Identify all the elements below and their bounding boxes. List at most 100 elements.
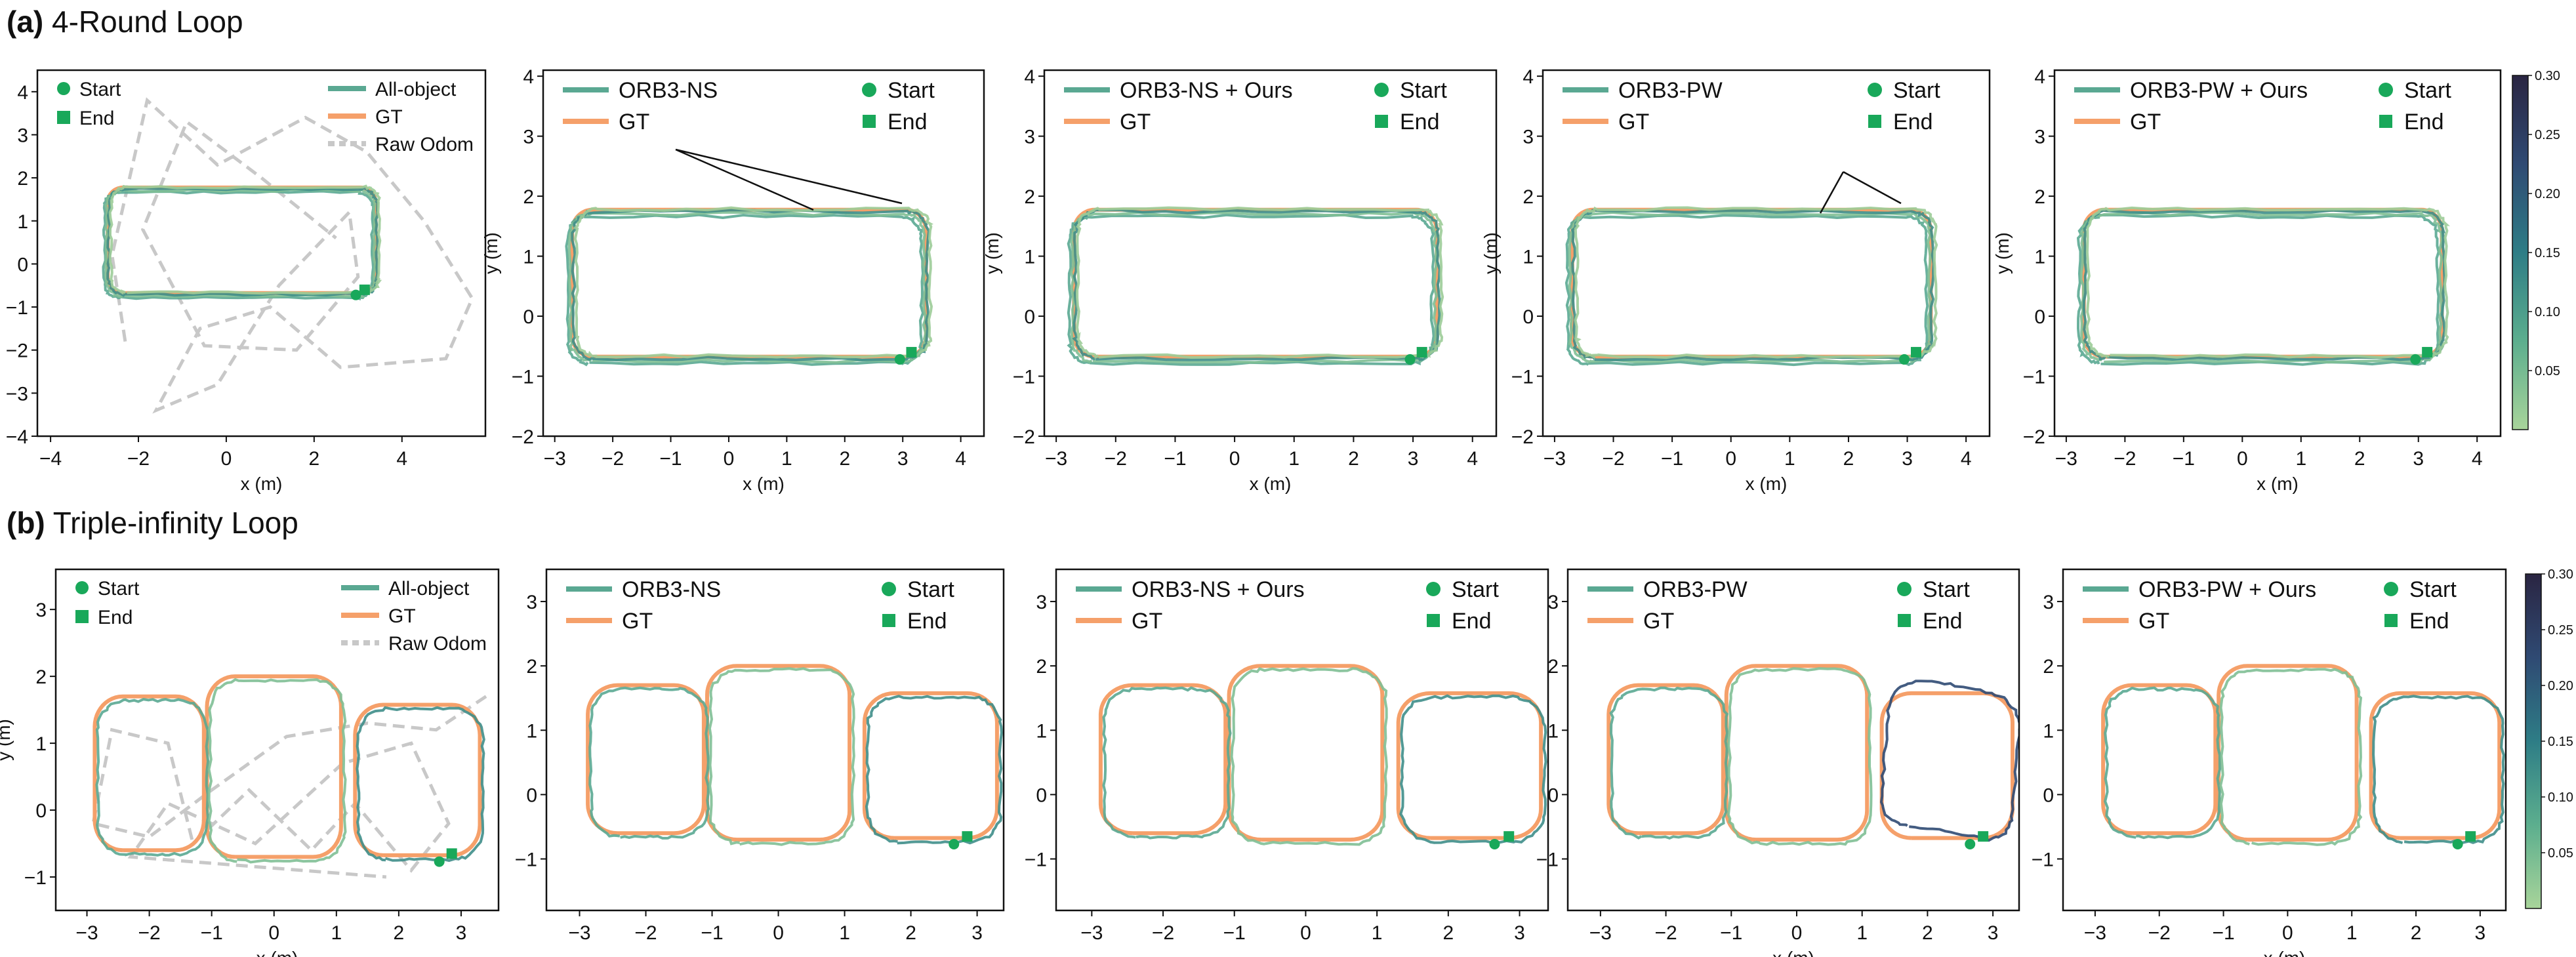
- legend-end-marker: [2379, 115, 2392, 128]
- legend-start-marker: [2379, 83, 2393, 97]
- row-a-letter: (a): [7, 5, 44, 39]
- legend-label: End: [907, 609, 947, 634]
- start-marker: [1965, 838, 1976, 849]
- gt-line-2: [2369, 691, 2502, 840]
- colorbar-tick-label: 0.15: [2535, 246, 2560, 260]
- y-tick-label: −2: [6, 340, 28, 362]
- trajectory-loop-0: [2104, 686, 2222, 840]
- y-tick-label: −2: [512, 426, 534, 448]
- trajectory-round-3: [2085, 206, 2450, 359]
- start-marker: [2410, 354, 2421, 365]
- colorbar-tick-label: 0.10: [2548, 790, 2573, 805]
- trajectory-loop-0: [588, 686, 710, 840]
- legend-start-marker: [1426, 582, 1441, 596]
- x-axis-label: x (m): [2257, 474, 2299, 494]
- x-tick-label: 2: [2411, 922, 2422, 944]
- colorbar-tick-label: 0.20: [2535, 187, 2560, 201]
- gt-line-0: [92, 694, 206, 853]
- x-tick-label: 4: [2472, 448, 2483, 470]
- legend-end-marker: [1898, 614, 1911, 627]
- x-tick-label: 1: [2346, 922, 2358, 944]
- plot-frame: [545, 568, 1005, 912]
- plot-frame: [1055, 568, 1549, 912]
- colorbar-b: 0.30 0.25 0.20 0.15 0.10 0.05: [2525, 567, 2573, 909]
- x-tick-label: −2: [138, 922, 160, 944]
- colorbar-tick-label: 0.05: [2548, 846, 2573, 861]
- end-marker: [2422, 346, 2433, 357]
- trajectory-round-0: [1067, 213, 1437, 366]
- legend-label: GT: [1643, 609, 1674, 634]
- x-tick-label: −3: [1544, 448, 1566, 470]
- x-tick-label: 0: [2282, 922, 2293, 944]
- legend-end-marker: [1375, 115, 1388, 128]
- gt-line-0: [586, 683, 706, 836]
- trajectory-round-2: [106, 186, 379, 297]
- y-tick-label: 0: [526, 784, 537, 806]
- row-a-label: 4-Round Loop: [52, 5, 243, 39]
- x-axis-label: x (m): [2264, 948, 2306, 957]
- legend-label-start: Start: [98, 578, 140, 600]
- plot-frame: [1566, 568, 2020, 912]
- x-tick-label: 0: [1229, 448, 1240, 470]
- x-tick-label: −3: [75, 922, 98, 944]
- x-tick-label: 2: [839, 448, 850, 470]
- legend-label: GT: [1132, 609, 1162, 634]
- trajectory-loop-0: [1609, 686, 1729, 840]
- trajectory-round-2: [1072, 209, 1441, 361]
- y-tick-label: 0: [35, 800, 47, 822]
- legend-label: Start: [2409, 577, 2457, 602]
- y-tick-label: 4: [523, 66, 534, 88]
- x-tick-label: 2: [394, 922, 405, 944]
- y-axis-label: y (m): [982, 232, 1002, 274]
- x-tick-label: −1: [701, 922, 723, 944]
- gt-line-2: [862, 691, 999, 840]
- legend-end-marker: [1868, 115, 1881, 128]
- legend-start-marker: [1897, 582, 1912, 596]
- start-marker: [894, 354, 905, 365]
- start-marker: [1489, 838, 1500, 849]
- x-tick-label: 3: [1988, 922, 1999, 944]
- plot-frame: [1542, 69, 1991, 438]
- y-tick-label: −4: [6, 426, 28, 448]
- legend-label: Start: [2404, 78, 2451, 103]
- y-tick-label: 0: [2034, 306, 2045, 328]
- legend-label: Start: [907, 577, 954, 602]
- y-tick-label: 1: [1024, 247, 1035, 268]
- x-axis-label: x (m): [241, 474, 283, 494]
- trajectory-round-0: [1564, 214, 1929, 367]
- plot-area: [1564, 206, 1938, 367]
- legend-label: ORB3-PW: [1643, 577, 1748, 602]
- legend-label: GT: [619, 110, 649, 134]
- x-tick-label: −1: [1720, 922, 1742, 944]
- y-tick-label: 0: [2043, 784, 2054, 806]
- row-b-letter: (b): [7, 506, 45, 540]
- y-tick-label: 1: [523, 247, 534, 268]
- legend-end-marker: [1427, 614, 1440, 627]
- y-tick-label: 2: [1547, 656, 1559, 678]
- x-tick-label: 4: [955, 448, 966, 470]
- legend-start-marker: [882, 582, 896, 596]
- y-axis-label: y (m): [1481, 232, 1501, 274]
- x-tick-label: 3: [1514, 922, 1525, 944]
- legend-label: End: [2409, 609, 2449, 634]
- x-tick-label: 0: [724, 448, 735, 470]
- y-axis-label: y (m): [0, 719, 14, 761]
- x-tick-label: 3: [971, 922, 983, 944]
- callout-lines-a2: [675, 148, 903, 211]
- trajectory-round-1: [567, 211, 928, 364]
- gt-line-0: [2101, 683, 2218, 836]
- legend-label-start: Start: [79, 79, 121, 100]
- x-tick-label: −3: [1045, 448, 1067, 470]
- plot-frame: [36, 69, 487, 438]
- gt-line-0: [1072, 207, 1439, 359]
- y-tick-label: 4: [17, 82, 28, 104]
- trajectory-loop-2: [2372, 695, 2505, 844]
- row-b-label: Triple-infinity Loop: [52, 506, 298, 540]
- y-tick-label: 2: [1036, 656, 1047, 678]
- legend-label: ORB3-PW + Ours: [2130, 78, 2308, 103]
- legend-end-marker: [882, 614, 895, 627]
- start-marker: [2452, 838, 2463, 849]
- x-tick-label: −2: [2114, 448, 2136, 470]
- y-tick-label: 0: [523, 306, 534, 328]
- x-tick-label: −3: [2055, 448, 2077, 470]
